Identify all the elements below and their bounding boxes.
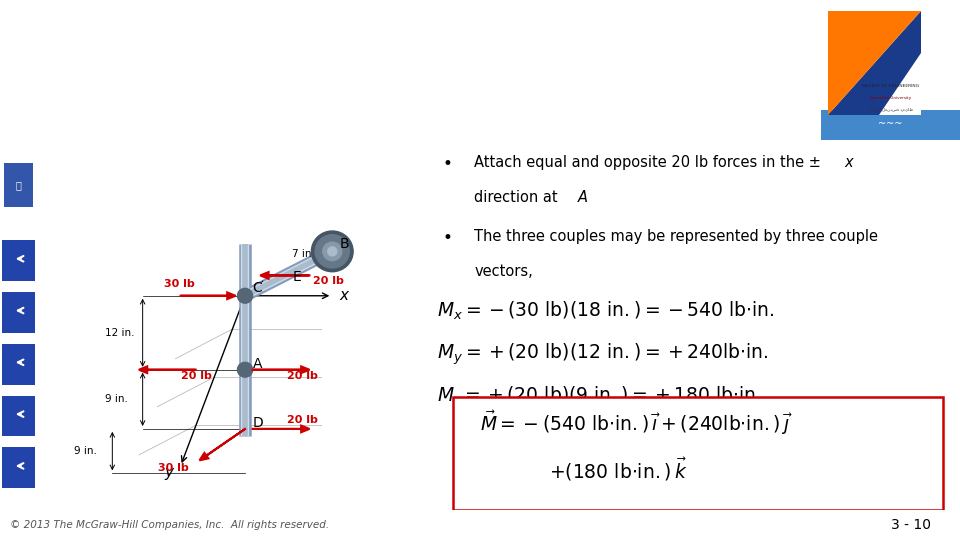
Polygon shape [828, 11, 921, 115]
Text: 9 in.: 9 in. [75, 446, 97, 456]
FancyArrow shape [180, 293, 235, 299]
Text: Damietta University: Damietta University [870, 96, 911, 100]
Bar [0, 52, 960, 56]
Text: 3 - 10: 3 - 10 [891, 518, 931, 532]
Circle shape [311, 231, 353, 272]
Text: x: x [845, 155, 853, 170]
Text: The three couples may be represented by three couple: The three couples may be represented by … [474, 229, 878, 244]
Bar [0, 60, 960, 64]
Bar [4, 163, 33, 207]
FancyArrow shape [260, 272, 309, 279]
Bar [0, 32, 960, 36]
Text: x: x [340, 288, 348, 303]
Text: y: y [165, 465, 174, 480]
Text: 20 lb: 20 lb [180, 371, 211, 381]
Bar [0, 8, 960, 12]
Bar [2, 240, 35, 281]
Text: 12 in.: 12 in. [105, 328, 134, 338]
Text: 30 lb: 30 lb [157, 463, 188, 474]
Text: •: • [443, 155, 452, 173]
Text: 20 lb: 20 lb [287, 415, 318, 426]
Text: $M_y = +(20\ \mathrm{lb})(12\ \mathrm{in.}) = +240\mathrm{lb{\cdot}in.}$: $M_y = +(20\ \mathrm{lb})(12\ \mathrm{in… [437, 342, 768, 368]
Text: C: C [252, 281, 262, 295]
Text: vectors,: vectors, [474, 264, 533, 279]
Bar [0, 4, 960, 8]
Bar [0, 40, 960, 44]
Polygon shape [879, 53, 921, 115]
Polygon shape [828, 11, 921, 115]
Text: Attach equal and opposite 20 lb forces in the ±: Attach equal and opposite 20 lb forces i… [474, 155, 821, 170]
Bar [2, 292, 35, 333]
Text: Sample Problem 3.6: Sample Problem 3.6 [10, 100, 230, 120]
Text: 🏠: 🏠 [15, 180, 21, 190]
Circle shape [315, 235, 349, 268]
Text: 20 lb: 20 lb [313, 276, 345, 286]
Circle shape [323, 242, 342, 261]
Text: 7 in.: 7 in. [293, 249, 315, 259]
Text: A: A [252, 357, 262, 371]
Text: •: • [443, 229, 452, 247]
Bar [0, 56, 960, 60]
Text: © 2013 The McGraw-Hill Companies, Inc.  All rights reserved.: © 2013 The McGraw-Hill Companies, Inc. A… [10, 520, 328, 530]
Bar [0, 64, 960, 68]
Bar [2, 396, 35, 436]
Text: 20 lb: 20 lb [287, 371, 318, 381]
Circle shape [237, 362, 252, 377]
Bar [0, 44, 960, 48]
Text: $\vec{M} = -(540\ \mathrm{lb{\cdot}in.})\,\vec{\imath} + (240\mathrm{lb{\cdot}in: $\vec{M} = -(540\ \mathrm{lb{\cdot}in.})… [480, 409, 792, 437]
Circle shape [327, 247, 337, 256]
Text: Mechanics for Engineers: Statics: Mechanics for Engineers: Statics [12, 25, 498, 51]
Bar [0, 0, 960, 4]
Bar [0, 36, 960, 40]
Text: ~~~: ~~~ [878, 119, 902, 129]
Circle shape [237, 288, 252, 303]
Bar [0, 20, 960, 24]
Text: $M_x = -(30\ \mathrm{lb})(18\ \mathrm{in.}) = -540\ \mathrm{lb{\cdot}in.}$: $M_x = -(30\ \mathrm{lb})(18\ \mathrm{in… [437, 300, 775, 322]
Bar [821, 110, 960, 140]
Text: كلية الهندسة دمياط: كلية الهندسة دمياط [868, 107, 913, 112]
Bar [2, 344, 35, 384]
FancyArrow shape [200, 429, 245, 461]
Text: $+(180\ \mathrm{lb{\cdot}in.})\,\vec{k}$: $+(180\ \mathrm{lb{\cdot}in.})\,\vec{k}$ [549, 456, 687, 483]
Text: $M_z = +(20\ \mathrm{lb})(9\ \mathrm{in.}) = +180\ \mathrm{lb{\cdot}in.}$: $M_z = +(20\ \mathrm{lb})(9\ \mathrm{in.… [437, 384, 761, 407]
FancyArrow shape [252, 426, 309, 432]
Text: 9 in.: 9 in. [105, 394, 128, 404]
Text: B: B [340, 237, 349, 251]
Bar [0, 76, 960, 80]
Bar [0, 68, 960, 72]
Text: FACULTY OF ENGINEERING: FACULTY OF ENGINEERING [862, 84, 919, 87]
Bar [2, 448, 35, 488]
Bar [0, 16, 960, 20]
Bar [0, 72, 960, 76]
Bar [0, 48, 960, 52]
Text: E: E [293, 270, 301, 284]
Text: direction at: direction at [474, 190, 563, 205]
Bar [0, 28, 960, 32]
Bar [0, 24, 960, 28]
FancyArrow shape [139, 367, 196, 373]
Text: D: D [252, 416, 263, 430]
FancyBboxPatch shape [453, 397, 943, 510]
Text: A: A [578, 190, 588, 205]
Text: 30 lb: 30 lb [163, 279, 194, 288]
Bar [0, 12, 960, 16]
FancyArrow shape [252, 367, 309, 373]
